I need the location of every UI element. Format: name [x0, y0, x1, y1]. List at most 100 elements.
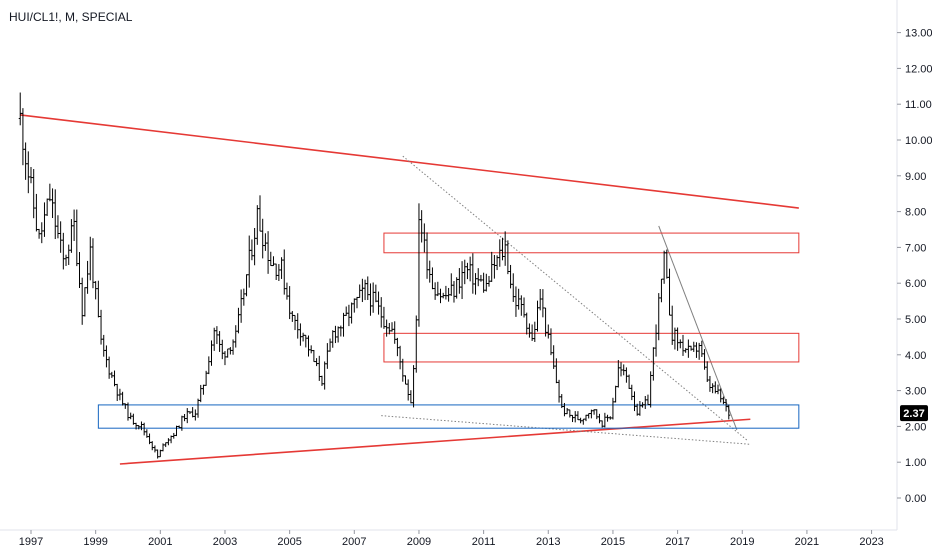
ohlc-bar — [433, 282, 437, 300]
x-tick-label: 2001 — [148, 536, 172, 548]
ohlc-bar — [552, 345, 556, 369]
ohlc-bar — [123, 403, 127, 409]
ohlc-bar — [91, 238, 95, 289]
x-tick-label: 2005 — [277, 536, 301, 548]
ohlc-bar — [183, 413, 187, 422]
ohlc-bar — [342, 312, 346, 337]
ohlc-bar — [282, 249, 286, 295]
ohlc-bar — [673, 327, 677, 350]
ohlc-bar — [315, 358, 319, 367]
ohlc-bar — [258, 195, 262, 232]
ohlc-bar — [393, 321, 397, 344]
ohlc-bar — [83, 287, 87, 317]
red-trendline — [119, 418, 751, 465]
ohlc-bar — [164, 442, 168, 448]
time-axis[interactable]: 1997 1999 2001 2003 2005 2007 2009 2011 2013 2015… — [0, 529, 897, 548]
ohlc-bar — [371, 282, 375, 313]
ohlc-bar — [662, 250, 666, 284]
ohlc-bar — [527, 323, 531, 338]
ohlc-bar — [226, 348, 230, 358]
ohlc-bar — [447, 287, 451, 302]
ohlc-bar — [509, 264, 513, 289]
ohlc-bar — [323, 361, 327, 390]
ohlc-bar — [325, 343, 329, 369]
ohlc-bar — [525, 312, 529, 335]
ohlc-bar — [606, 414, 610, 422]
ohlc-bar — [204, 370, 208, 386]
ohlc-bar — [374, 284, 378, 303]
ohlc-bar — [266, 231, 270, 274]
ohlc-bar — [444, 285, 448, 300]
ohlc-bar — [643, 395, 647, 410]
ohlc-bar — [541, 289, 545, 318]
last-price-tag: 2.37 — [900, 405, 928, 422]
x-tick-label: 2019 — [730, 536, 754, 548]
ohlc-bar — [347, 304, 351, 327]
resistance-zone-rect — [383, 232, 800, 254]
gray-trendline — [381, 415, 751, 445]
ohlc-bar — [627, 374, 631, 389]
ohlc-bar — [608, 416, 612, 420]
ohlc-bar — [350, 302, 354, 324]
ohlc-bar — [379, 297, 383, 328]
y-tick-label: 3.00 — [905, 386, 926, 398]
ohlc-bar — [177, 425, 181, 429]
ohlc-bar — [236, 307, 240, 334]
ohlc-bar — [614, 385, 618, 403]
ohlc-bar — [107, 356, 111, 379]
ohlc-bar — [29, 166, 33, 184]
ohlc-bar — [72, 209, 76, 241]
y-tick-label: 10.00 — [905, 135, 932, 147]
ohlc-series — [18, 92, 731, 459]
x-tick-label: 2003 — [213, 536, 237, 548]
ohlc-bar — [245, 274, 249, 297]
ohlc-bar — [565, 407, 569, 415]
ohlc-bar — [280, 257, 284, 279]
gray-trendline — [658, 225, 738, 431]
ohlc-bar — [333, 325, 337, 344]
ohlc-bar — [40, 222, 44, 244]
ohlc-bar — [560, 394, 564, 409]
x-tick-label: 2023 — [859, 536, 883, 548]
ohlc-bar — [703, 349, 707, 370]
price-axis[interactable]: 0.00 1.00 2.00 3.00 4.00 5.00 6.00 7.00 8.00 9.00… — [896, 0, 932, 530]
ohlc-bar — [34, 193, 38, 232]
ohlc-bar — [174, 425, 178, 437]
ohlc-bar — [239, 289, 243, 323]
ohlc-bar — [158, 449, 162, 458]
y-tick-label: 6.00 — [905, 278, 926, 290]
x-tick-label: 1999 — [83, 536, 107, 548]
ohlc-bar — [223, 351, 227, 366]
ohlc-bar — [88, 236, 92, 281]
ohlc-bar — [139, 421, 143, 431]
ohlc-bar — [474, 273, 478, 295]
ohlc-bar — [506, 240, 510, 275]
red-trendline — [20, 114, 799, 209]
ohlc-bar — [387, 322, 391, 335]
ohlc-bar — [37, 228, 41, 239]
ohlc-bar — [336, 326, 340, 343]
ohlc-bar — [69, 219, 73, 253]
drawing-tools[interactable] — [20, 114, 800, 465]
ohlc-bar — [403, 375, 407, 385]
ohlc-bar — [42, 202, 46, 237]
ohlc-bar — [228, 347, 232, 355]
ohlc-bar — [544, 307, 548, 337]
ohlc-bar — [129, 412, 133, 420]
x-tick-label: 2017 — [665, 536, 689, 548]
ohlc-bar — [137, 425, 141, 430]
x-tick-label: 2021 — [795, 536, 819, 548]
ohlc-bar — [274, 263, 278, 280]
ohlc-bar — [511, 273, 515, 302]
ohlc-bar — [59, 221, 63, 253]
ohlc-bar — [549, 328, 553, 356]
ohlc-bar — [581, 418, 585, 425]
ohlc-bar — [412, 365, 416, 408]
ohlc-bar — [503, 231, 507, 266]
ohlc-bar — [306, 335, 310, 357]
ohlc-bar — [21, 108, 25, 166]
ohlc-bar — [368, 283, 372, 316]
ohlc-bar — [220, 339, 224, 360]
